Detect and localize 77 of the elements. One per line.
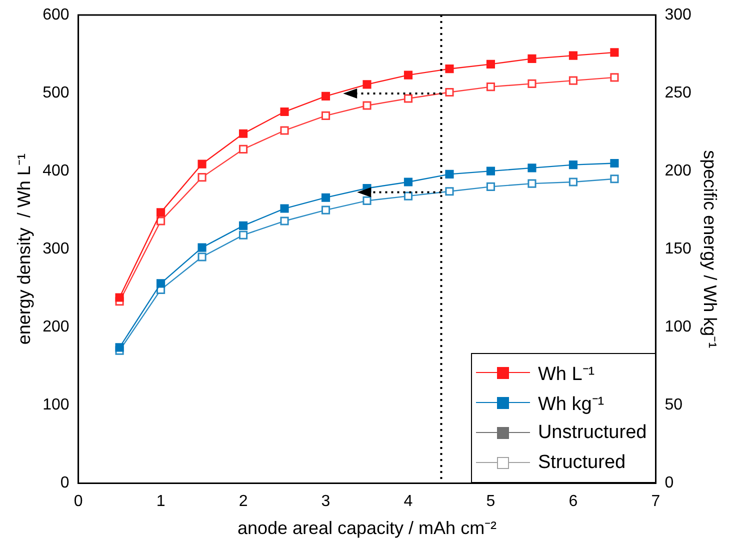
point xyxy=(610,48,619,57)
y2-tick-label: 250 xyxy=(664,84,692,102)
point xyxy=(568,160,578,170)
point xyxy=(238,221,248,230)
x-axis-title: anode areal capacity / mAh cm⁻² xyxy=(237,518,497,538)
y-tick-label: 600 xyxy=(42,6,70,24)
point xyxy=(610,73,619,82)
point xyxy=(280,204,289,213)
y2-tick-label: 150 xyxy=(664,240,692,258)
point xyxy=(528,179,536,188)
point xyxy=(445,88,454,97)
legend-label: Wh kg⁻¹ xyxy=(538,393,604,416)
point xyxy=(198,160,206,168)
point xyxy=(568,51,578,60)
y-tick-label: 400 xyxy=(42,162,70,180)
point xyxy=(362,101,372,110)
point xyxy=(280,216,289,226)
x-tick-label: 7 xyxy=(651,493,660,510)
y2-tick-label: 300 xyxy=(664,6,692,24)
point xyxy=(445,64,454,74)
point xyxy=(362,196,372,206)
point xyxy=(610,174,619,184)
legend-label: Wh L⁻¹ xyxy=(538,363,595,386)
point xyxy=(404,94,413,103)
x-tick-label: 4 xyxy=(404,493,413,510)
point xyxy=(115,343,124,352)
y2-tick-label: 50 xyxy=(664,396,683,414)
point xyxy=(156,216,166,226)
y-tick-label: 0 xyxy=(60,474,70,492)
point xyxy=(486,60,496,68)
point xyxy=(115,293,124,302)
x-tick-label: 0 xyxy=(74,493,83,510)
point xyxy=(528,79,536,88)
y-tick-label: 200 xyxy=(42,318,70,336)
point xyxy=(528,54,536,63)
x-tick-label: 1 xyxy=(156,493,166,510)
point xyxy=(238,129,248,138)
point xyxy=(321,111,330,120)
point xyxy=(445,170,454,178)
point xyxy=(445,187,454,196)
point xyxy=(528,164,536,172)
point xyxy=(568,76,578,85)
y-tick-label: 300 xyxy=(42,240,70,258)
point xyxy=(321,206,330,214)
point xyxy=(321,92,330,100)
point xyxy=(198,243,206,252)
point xyxy=(198,252,206,262)
x-tick-label: 2 xyxy=(238,493,248,510)
y2-tick-label: 100 xyxy=(664,318,692,336)
point xyxy=(610,158,619,168)
y-axis-title: energy density / Wh L⁻¹ xyxy=(14,154,34,345)
y2-tick-label: 200 xyxy=(664,162,692,180)
point xyxy=(156,279,166,288)
x-tick-label: 3 xyxy=(321,493,330,510)
legend-label: Unstructured xyxy=(538,422,647,444)
y2-axis-title: specific energy / Wh kg⁻¹ xyxy=(700,150,720,348)
point xyxy=(362,80,372,89)
legend-label: Structured xyxy=(538,452,626,474)
y2-tick-label: 0 xyxy=(664,474,674,492)
point xyxy=(404,178,413,186)
point xyxy=(486,182,496,191)
point xyxy=(404,70,413,80)
point xyxy=(280,107,289,116)
x-tick-label: 5 xyxy=(486,493,496,510)
point xyxy=(568,178,578,186)
y-tick-label: 500 xyxy=(42,84,70,102)
x-tick-label: 6 xyxy=(568,493,578,510)
point xyxy=(238,144,248,154)
point xyxy=(156,208,166,217)
point xyxy=(321,193,330,202)
point xyxy=(198,173,206,182)
point xyxy=(238,230,248,240)
point xyxy=(280,126,289,135)
point xyxy=(486,82,496,92)
y-tick-label: 100 xyxy=(42,396,70,414)
point xyxy=(486,166,496,176)
point xyxy=(404,192,413,200)
